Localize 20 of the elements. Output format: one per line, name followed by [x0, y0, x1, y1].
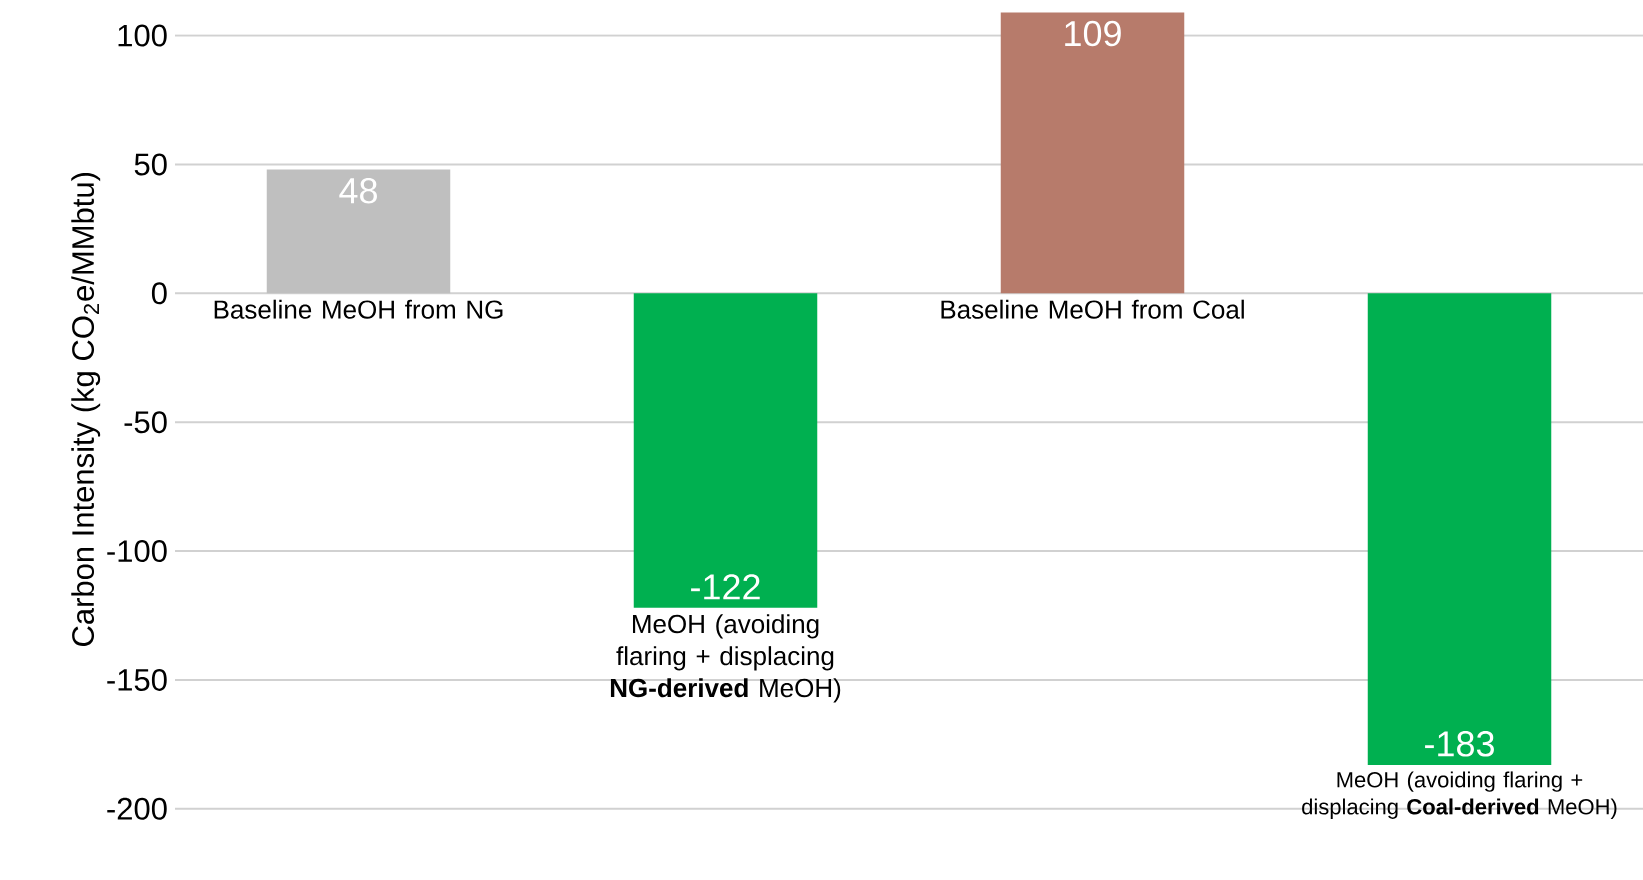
- data-label: 48: [339, 177, 377, 204]
- y-tick-label: -200: [107, 797, 167, 820]
- x-tick-label: MeOH (avoiding flaring + displacing Coal-derived MeOH): [1302, 771, 1617, 819]
- data-label: 109: [1065, 20, 1121, 47]
- y-tick-label: 100: [118, 24, 167, 47]
- x-tick-label: Baseline MeOH from NG: [214, 299, 503, 319]
- data-label: -183: [1425, 731, 1494, 757]
- bar: [1367, 293, 1552, 765]
- y-axis-title: Carbon Intensity (kg CO$_{2}$e/MMbtu): [71, 172, 101, 646]
- x-tick-label: MeOH (avoiding flaring + displacing NG-derived MeOH): [610, 614, 841, 703]
- bar: [266, 169, 451, 294]
- y-tick-label: 50: [134, 153, 167, 176]
- y-tick-label: 0: [151, 282, 167, 305]
- y-tick-label: -100: [107, 540, 167, 563]
- y-tick-label: -50: [124, 411, 167, 434]
- x-tick-label: Baseline MeOH from Coal: [941, 299, 1244, 319]
- data-label: -122: [691, 574, 760, 600]
- y-tick-label: -150: [107, 668, 167, 691]
- bar: [633, 293, 818, 608]
- bar: [1000, 12, 1185, 294]
